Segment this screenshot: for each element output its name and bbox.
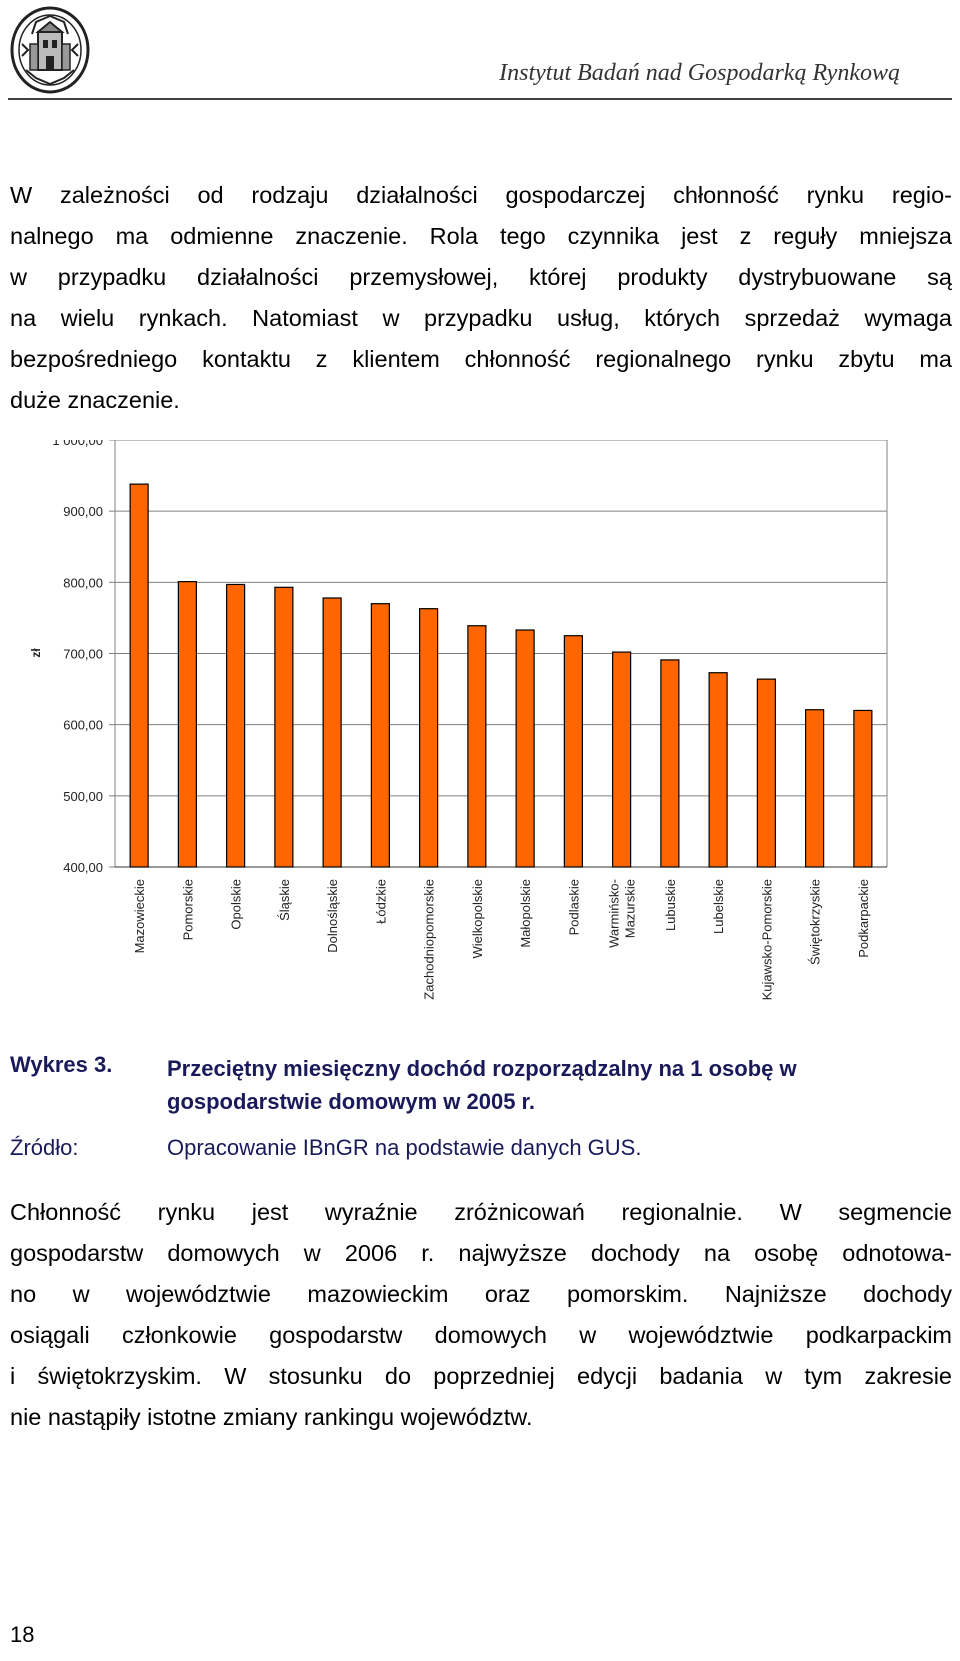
bar-zachodniopomorskie: [419, 608, 439, 868]
x-tick-label: Pomorskie: [180, 879, 195, 940]
x-tick-label: Małopolskie: [518, 879, 533, 948]
y-tick-label: 400,00: [63, 860, 103, 875]
x-tick-label: Śląskie: [277, 879, 292, 921]
source-text: Opracowanie IBnGR na podstawie danych GU…: [167, 1135, 642, 1160]
intro-line: na wielu rynkach. Natomiast w przypadku …: [10, 305, 952, 331]
figure-caption-line: Przeciętny miesięczny dochód rozporządza…: [167, 1056, 797, 1081]
x-tick-label: Lubuskie: [663, 879, 678, 931]
x-tick-label: Mazurskie: [623, 879, 638, 938]
institute-seal-icon: [8, 4, 92, 100]
bar-małopolskie: [515, 629, 535, 868]
bar-wielkopolskie: [467, 625, 487, 868]
bar-łódzkie: [370, 603, 390, 868]
outro-line: Chłonność rynku jest wyraźnie zróżnicowa…: [10, 1199, 952, 1225]
x-tick-label: Warmińsko-: [607, 879, 622, 948]
outro-line: i świętokrzyskim. W stosunku do poprzedn…: [10, 1363, 952, 1389]
page-number: 18: [10, 1622, 35, 1647]
figure-label: Wykres 3.: [10, 1052, 113, 1077]
bar-pomorskie: [177, 581, 197, 868]
bar-śląskie: [274, 586, 294, 868]
x-tick-label: Dolnośląskie: [325, 879, 340, 953]
y-tick-label: 600,00: [63, 718, 103, 733]
x-tick-label: Mazowieckie: [132, 879, 147, 953]
intro-line: bezpośredniego kontaktu z klientem chłon…: [10, 346, 952, 372]
x-tick-label: Łódzkie: [373, 879, 388, 924]
y-tick-label: 700,00: [63, 647, 103, 662]
y-axis-label: zł: [29, 648, 43, 658]
intro-line: w przypadku działalności przemysłowej, k…: [10, 264, 952, 290]
figure-caption: Przeciętny miesięczny dochód rozporządza…: [167, 1052, 927, 1118]
y-tick-label: 1 000,00: [52, 440, 103, 448]
bar-podlaskie: [563, 635, 583, 868]
outro-line: osiągali członkowie gospodarstw domowych…: [10, 1322, 952, 1348]
x-tick-label: Podlaskie: [566, 879, 581, 935]
outro-line: gospodarstw domowych w 2006 r. najwyższe…: [10, 1240, 952, 1266]
intro-line: nalnego ma odmienne znaczenie. Rola tego…: [10, 223, 952, 249]
income-bar-chart: 400,00 500,00 600,00 700,00 800,00 900,00 1 00…: [29, 440, 888, 1000]
bar-mazowieckie: [129, 483, 149, 868]
bar-warmińsko-mazurskie: [612, 651, 632, 868]
figure-caption-line: gospodarstwie domowym w 2005 r.: [167, 1089, 535, 1114]
x-tick-label: Zachodniopomorskie: [422, 879, 437, 1000]
y-tick-label: 900,00: [63, 504, 103, 519]
outro-paragraph: Chłonność rynku jest wyraźnie zróżnicowa…: [10, 1192, 952, 1438]
x-tick-label: Lubelskie: [711, 879, 726, 934]
y-tick-label: 500,00: [63, 789, 103, 804]
bar-dolnośląskie: [322, 597, 342, 868]
x-tick-label: Opolskie: [229, 879, 244, 930]
outro-line: no w województwie mazowieckim oraz pomor…: [10, 1281, 952, 1307]
x-tick-label: Wielkopolskie: [470, 879, 485, 958]
y-tick-label: 800,00: [63, 575, 103, 590]
source-label: Źródło:: [10, 1135, 79, 1160]
intro-line: W zależności od rodzaju działalności gos…: [10, 182, 952, 208]
x-tick-label: Podkarpackie: [856, 879, 871, 958]
bar-lubuskie: [660, 659, 680, 868]
bar-opolskie: [226, 583, 246, 868]
outro-line: nie nastąpiły istotne zmiany rankingu wo…: [10, 1404, 533, 1430]
x-tick-label: Świętokrzyskie: [808, 879, 823, 965]
bar-kujawsko-pomorskie: [756, 678, 776, 868]
intro-line: duże znaczenie.: [10, 387, 180, 413]
header-divider: [8, 98, 952, 100]
institute-name: Instytut Badań nad Gospodarką Rynkową: [499, 60, 900, 86]
x-tick-label: Kujawsko-Pomorskie: [759, 879, 774, 1000]
bar-podkarpackie: [853, 709, 873, 868]
bar-świętokrzyskie: [805, 709, 825, 868]
bar-lubelskie: [708, 672, 728, 868]
intro-paragraph: W zależności od rodzaju działalności gos…: [10, 175, 952, 421]
